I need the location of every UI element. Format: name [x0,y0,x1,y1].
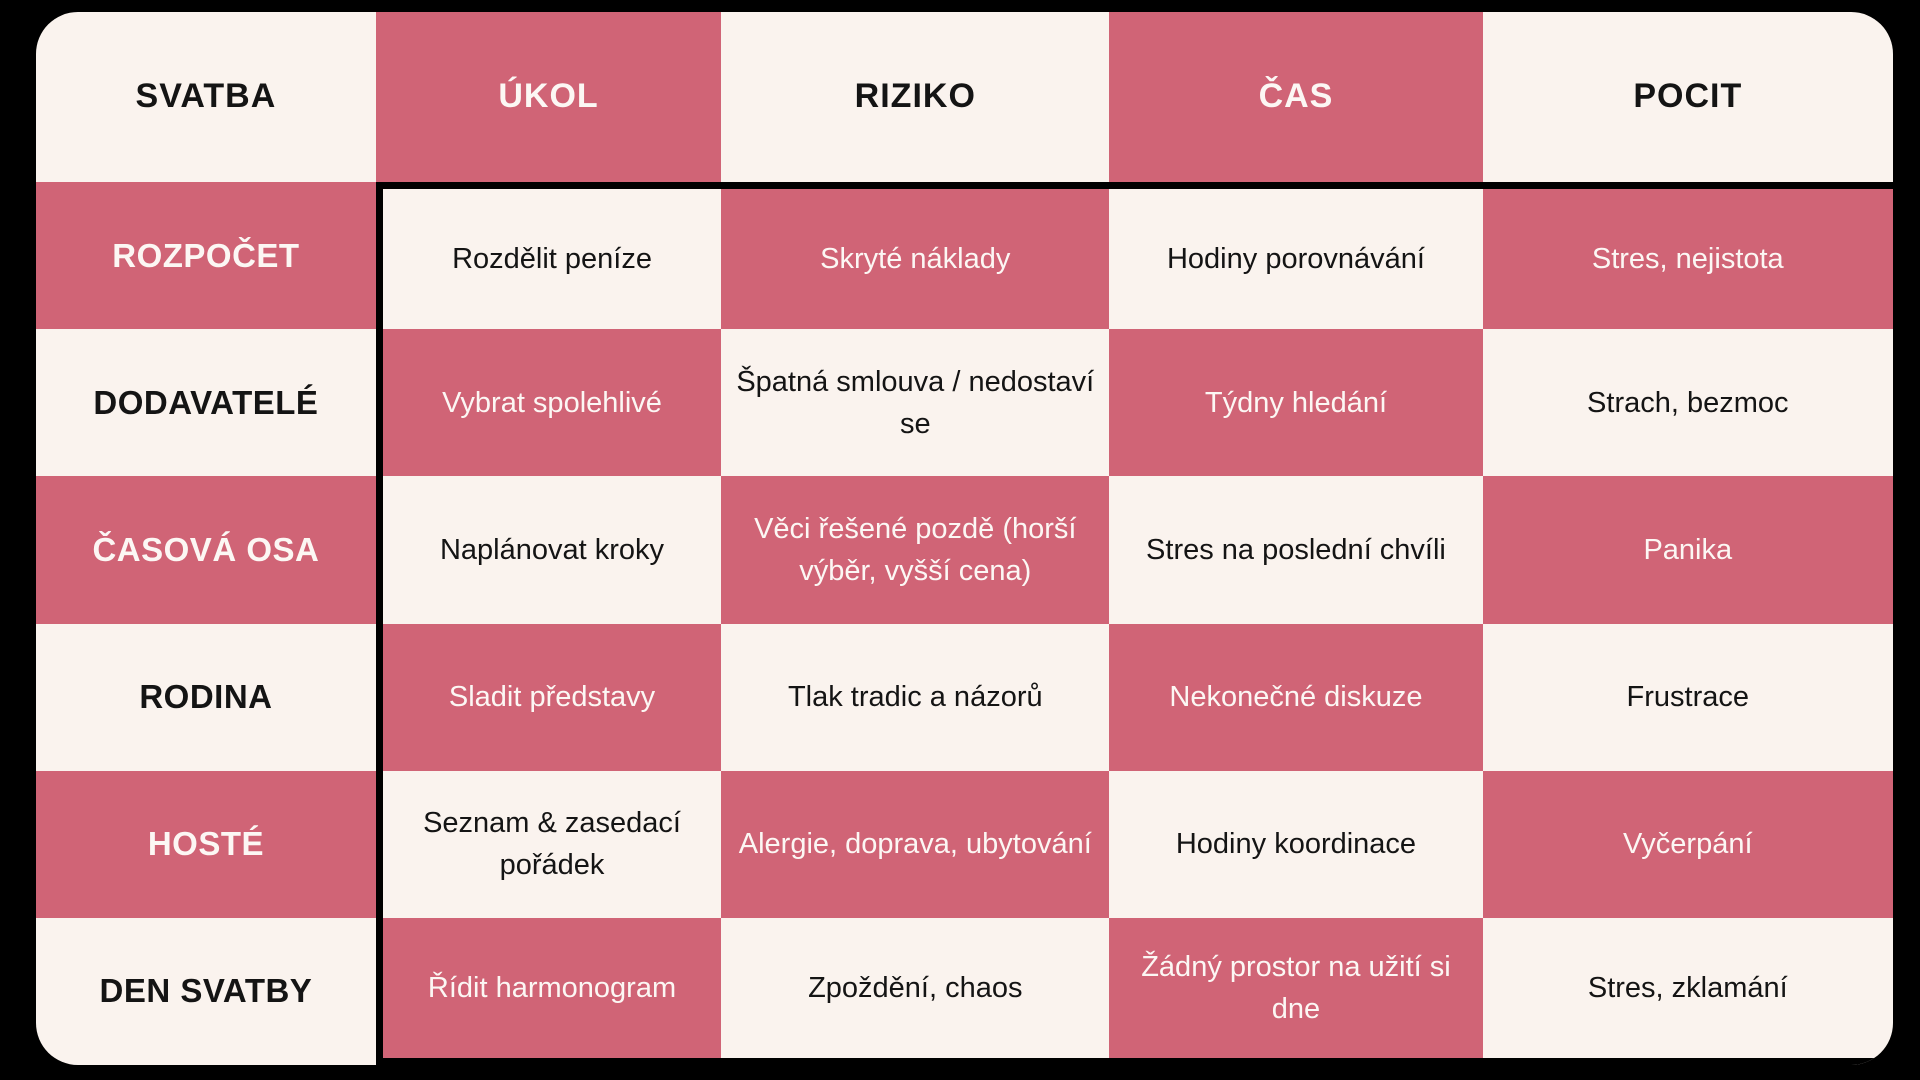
cell-den-svatby-riziko: Zpoždění, chaos [721,917,1110,1065]
cell-casova-osa-riziko: Věci řešené pozdě (horší výběr, vyšší ce… [721,476,1110,624]
cell-casova-osa-ukol: Naplánovat kroky [375,476,722,624]
cell-casova-osa-cas: Stres na poslední chvíli [1109,476,1483,624]
cell-dodavatele-pocit: Strach, bezmoc [1482,329,1893,477]
row-label-rodina: RODINA [36,623,376,771]
header-cell-ukol: ÚKOL [375,12,722,182]
header-cell-svatba: SVATBA [36,12,376,182]
row-label-den-svatby: DEN SVATBY [36,917,376,1065]
cell-hoste-pocit: Vyčerpání [1482,770,1893,918]
cell-rodina-ukol: Sladit představy [375,623,722,771]
cell-rozpocet-ukol: Rozdělit peníze [375,182,722,330]
cell-rodina-pocit: Frustrace [1482,623,1893,771]
cell-hoste-riziko: Alergie, doprava, ubytování [721,770,1110,918]
cell-rodina-riziko: Tlak tradic a názorů [721,623,1110,771]
cell-den-svatby-cas: Žádný prostor na užití si dne [1109,917,1483,1065]
cell-rodina-cas: Nekonečné diskuze [1109,623,1483,771]
row-label-hoste: HOSTÉ [36,770,376,918]
cell-dodavatele-cas: Týdny hledání [1109,329,1483,477]
cell-dodavatele-ukol: Vybrat spolehlivé [375,329,722,477]
cell-rozpocet-cas: Hodiny porovnávání [1109,182,1483,330]
row-label-rozpocet: ROZPOČET [36,182,376,330]
cell-den-svatby-pocit: Stres, zklamání [1482,917,1893,1065]
header-cell-pocit: POCIT [1482,12,1893,182]
cell-hoste-cas: Hodiny koordinace [1109,770,1483,918]
header-cell-cas: ČAS [1109,12,1483,182]
cell-rozpocet-riziko: Skryté náklady [721,182,1110,330]
row-label-dodavatele: DODAVATELÉ [36,329,376,477]
header-cell-riziko: RIZIKO [721,12,1110,182]
cell-dodavatele-riziko: Špatná smlouva / nedostaví se [721,329,1110,477]
wedding-planning-table: SVATBA ÚKOL RIZIKO ČAS POCIT ROZPOČET Ro… [36,12,1893,1065]
cell-rozpocet-pocit: Stres, nejistota [1482,182,1893,330]
row-label-casova-osa: ČASOVÁ OSA [36,476,376,624]
cell-den-svatby-ukol: Řídit harmonogram [375,917,722,1065]
cell-casova-osa-pocit: Panika [1482,476,1893,624]
cell-hoste-ukol: Seznam & zasedací pořádek [375,770,722,918]
